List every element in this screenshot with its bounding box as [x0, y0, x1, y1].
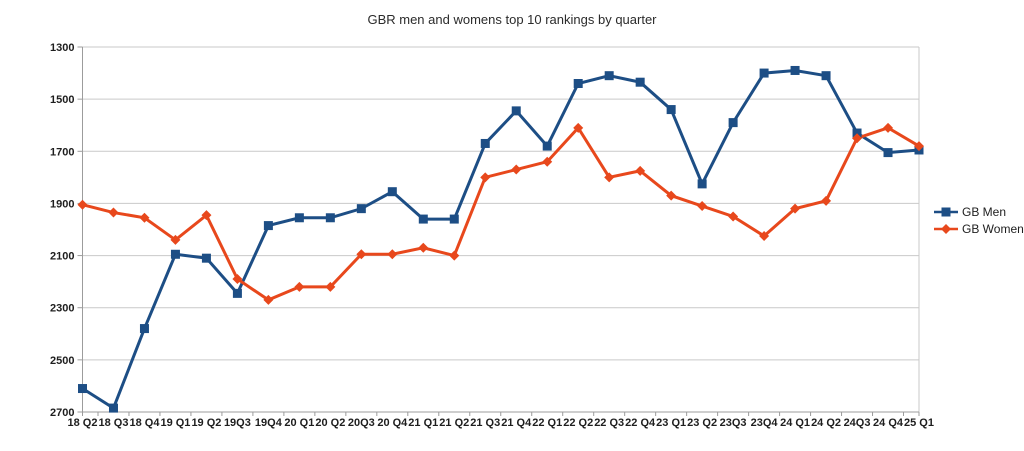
svg-text:2500: 2500	[50, 355, 74, 367]
svg-text:24 Q1: 24 Q1	[780, 417, 810, 429]
svg-text:23 Q1: 23 Q1	[656, 417, 686, 429]
svg-text:22 Q2: 22 Q2	[563, 417, 593, 429]
svg-text:21 Q2: 21 Q2	[439, 417, 469, 429]
legend-item-gb-men: GB Men	[934, 205, 1024, 219]
svg-text:19 Q2: 19 Q2	[191, 417, 221, 429]
svg-text:1500: 1500	[50, 94, 74, 106]
svg-text:18 Q2: 18 Q2	[68, 417, 98, 429]
svg-text:19Q3: 19Q3	[224, 417, 251, 429]
svg-text:21 Q1: 21 Q1	[408, 417, 438, 429]
svg-text:24Q3: 24Q3	[844, 417, 871, 429]
svg-text:19 Q1: 19 Q1	[160, 417, 190, 429]
svg-text:24 Q2: 24 Q2	[811, 417, 841, 429]
legend-label-gb-men: GB Men	[962, 205, 1007, 219]
svg-text:1300: 1300	[50, 42, 74, 54]
legend-item-gb-women: GB Women	[934, 222, 1024, 236]
svg-text:25 Q1: 25 Q1	[904, 417, 934, 429]
svg-text:22 Q1: 22 Q1	[532, 417, 562, 429]
svg-text:20 Q1: 20 Q1	[284, 417, 314, 429]
svg-text:19Q4: 19Q4	[255, 417, 283, 429]
svg-text:23Q4: 23Q4	[751, 417, 779, 429]
gb-men-legend-marker-icon	[934, 207, 958, 217]
svg-text:24 Q4: 24 Q4	[873, 417, 904, 429]
svg-text:18 Q4: 18 Q4	[129, 417, 160, 429]
svg-text:22 Q3: 22 Q3	[594, 417, 624, 429]
legend-label-gb-women: GB Women	[962, 222, 1024, 236]
svg-text:21 Q4: 21 Q4	[501, 417, 532, 429]
svg-text:23 Q2: 23 Q2	[687, 417, 717, 429]
svg-text:20 Q4: 20 Q4	[377, 417, 408, 429]
svg-text:20Q3: 20Q3	[348, 417, 375, 429]
svg-text:2700: 2700	[50, 407, 74, 419]
svg-text:21 Q3: 21 Q3	[470, 417, 500, 429]
svg-text:23Q3: 23Q3	[720, 417, 747, 429]
chart-title: GBR men and womens top 10 rankings by qu…	[367, 12, 657, 27]
svg-text:20 Q2: 20 Q2	[315, 417, 345, 429]
svg-text:2100: 2100	[50, 251, 74, 263]
svg-text:18 Q3: 18 Q3	[98, 417, 128, 429]
legend: GB Men GB Women	[934, 205, 1024, 236]
svg-text:2300: 2300	[50, 303, 74, 315]
svg-text:1700: 1700	[50, 146, 74, 158]
gb-women-legend-marker-icon	[934, 224, 958, 234]
svg-text:1900: 1900	[50, 198, 74, 210]
svg-text:22 Q4: 22 Q4	[625, 417, 656, 429]
